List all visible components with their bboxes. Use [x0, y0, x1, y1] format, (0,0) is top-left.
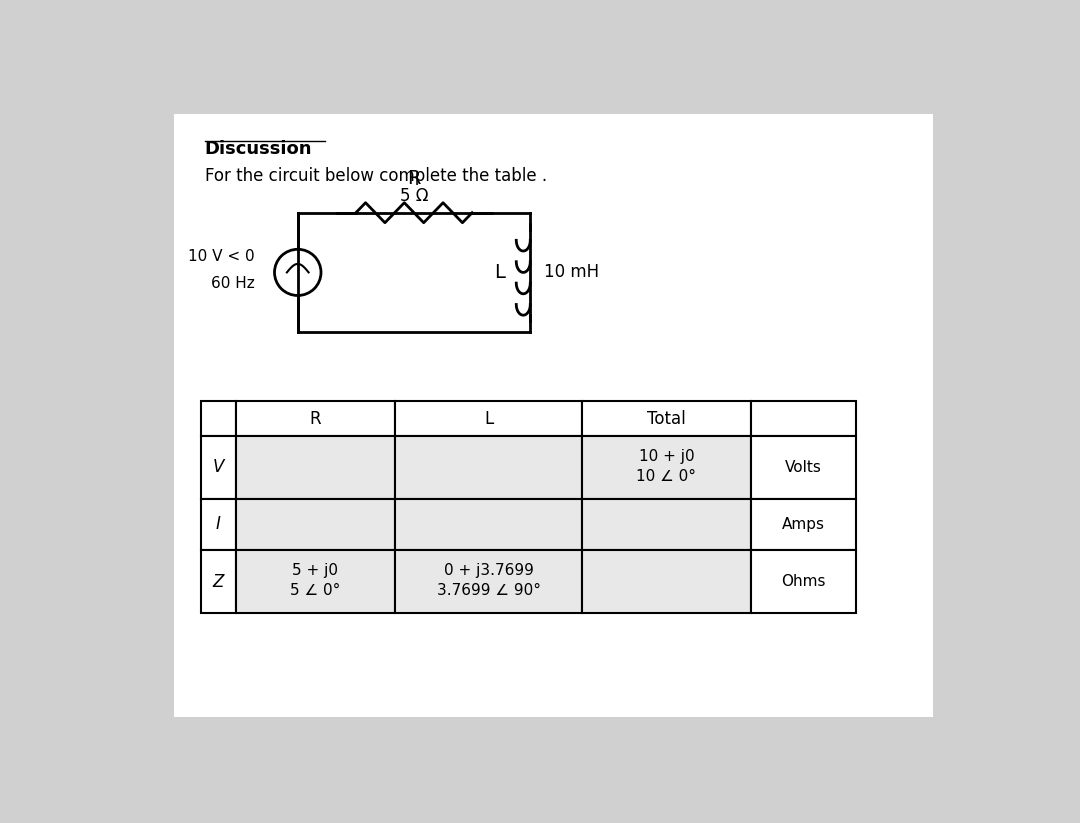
Text: Z: Z	[213, 573, 224, 591]
Bar	[582, 402, 751, 435]
Text: Amps: Amps	[782, 517, 825, 532]
Text: Ohms: Ohms	[781, 574, 825, 589]
Text: 3.7699 ∠ 90°: 3.7699 ∠ 90°	[436, 584, 541, 598]
Bar	[582, 499, 751, 550]
Bar	[582, 550, 751, 613]
Bar	[395, 435, 582, 499]
Text: 10 ∠ 0°: 10 ∠ 0°	[636, 469, 697, 484]
Text: 5 ∠ 0°: 5 ∠ 0°	[291, 584, 340, 598]
Bar	[751, 435, 855, 499]
Text: R: R	[310, 410, 321, 427]
Bar	[235, 402, 395, 435]
Text: L: L	[494, 263, 504, 282]
Bar	[395, 499, 582, 550]
Text: I: I	[216, 515, 220, 533]
Text: 0 + j3.7699: 0 + j3.7699	[444, 564, 534, 579]
Text: 10 + j0: 10 + j0	[638, 449, 694, 464]
Bar	[751, 402, 855, 435]
Text: Total: Total	[647, 410, 686, 427]
Bar	[235, 435, 395, 499]
Bar	[235, 499, 395, 550]
Bar	[395, 402, 582, 435]
Text: For the circuit below complete the table .: For the circuit below complete the table…	[205, 166, 546, 184]
Bar	[235, 550, 395, 613]
Text: R: R	[407, 169, 421, 188]
Bar	[201, 499, 235, 550]
Text: 10 V < 0: 10 V < 0	[189, 249, 255, 264]
Text: 5 + j0: 5 + j0	[293, 564, 338, 579]
Bar	[201, 402, 235, 435]
Text: 10 mH: 10 mH	[544, 263, 599, 281]
Bar	[582, 435, 751, 499]
Bar	[751, 499, 855, 550]
Text: L: L	[484, 410, 494, 427]
Bar	[751, 550, 855, 613]
Bar	[201, 550, 235, 613]
Bar	[395, 550, 582, 613]
Bar	[201, 435, 235, 499]
Text: Discussion: Discussion	[205, 140, 312, 157]
Text: V: V	[213, 458, 224, 477]
Text: 60 Hz: 60 Hz	[212, 276, 255, 291]
Text: 5 Ω: 5 Ω	[400, 187, 429, 205]
Text: Volts: Volts	[785, 460, 822, 475]
